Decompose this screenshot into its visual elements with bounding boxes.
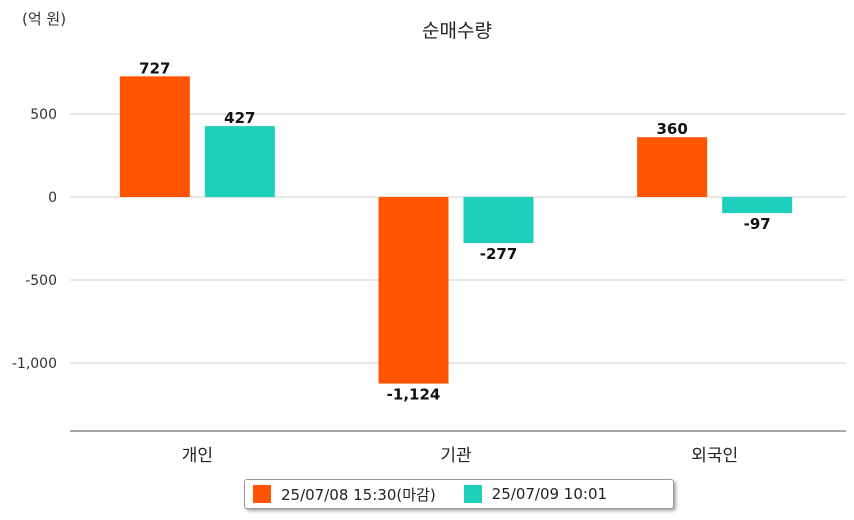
y-unit-label: (억 원) — [22, 10, 67, 28]
y-tick-label: -1,000 — [12, 356, 57, 372]
y-tick-label: -500 — [25, 273, 57, 289]
chart-title: 순매수량 — [422, 20, 492, 42]
y-tick-label: 500 — [30, 107, 57, 123]
data-label: -1,124 — [387, 386, 441, 404]
bar-1 — [637, 137, 708, 197]
data-label: -277 — [480, 245, 518, 263]
data-label: 427 — [224, 109, 255, 127]
bar-2 — [463, 197, 534, 243]
legend-swatch-series-2 — [463, 485, 482, 503]
bar-2 — [722, 197, 793, 214]
bar-1 — [378, 197, 449, 384]
legend-label-series-2: 25/07/09 10:01 — [491, 485, 608, 503]
data-label: -97 — [744, 215, 771, 233]
data-label: 360 — [657, 120, 688, 138]
legend: 25/07/08 15:30(마감) 25/07/09 10:01 — [244, 479, 674, 509]
bar-1 — [119, 76, 190, 197]
bar-chart: 순매수량 500 0 -500 -1,000 727 427 -1,124 -277 360 -… — [12, 20, 846, 466]
bar-2 — [204, 126, 275, 197]
legend-item-series-2[interactable]: 25/07/09 10:01 — [463, 485, 608, 503]
legend-item-series-1[interactable]: 25/07/08 15:30(마감) — [253, 484, 436, 505]
legend-swatch-series-1 — [253, 485, 271, 503]
x-tick-label: 외국인 — [691, 446, 738, 466]
x-tick-label: 개인 — [182, 446, 213, 466]
legend-label-series-1: 25/07/08 15:30(마감) — [281, 485, 436, 504]
y-tick-label: 0 — [48, 190, 57, 206]
data-label: 727 — [139, 59, 170, 77]
x-tick-label: 기관 — [440, 446, 471, 466]
